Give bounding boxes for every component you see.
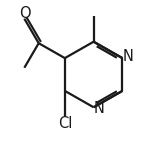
Text: N: N [94,101,105,116]
Text: N: N [123,49,134,64]
Text: O: O [19,6,31,21]
Text: Cl: Cl [58,116,72,131]
